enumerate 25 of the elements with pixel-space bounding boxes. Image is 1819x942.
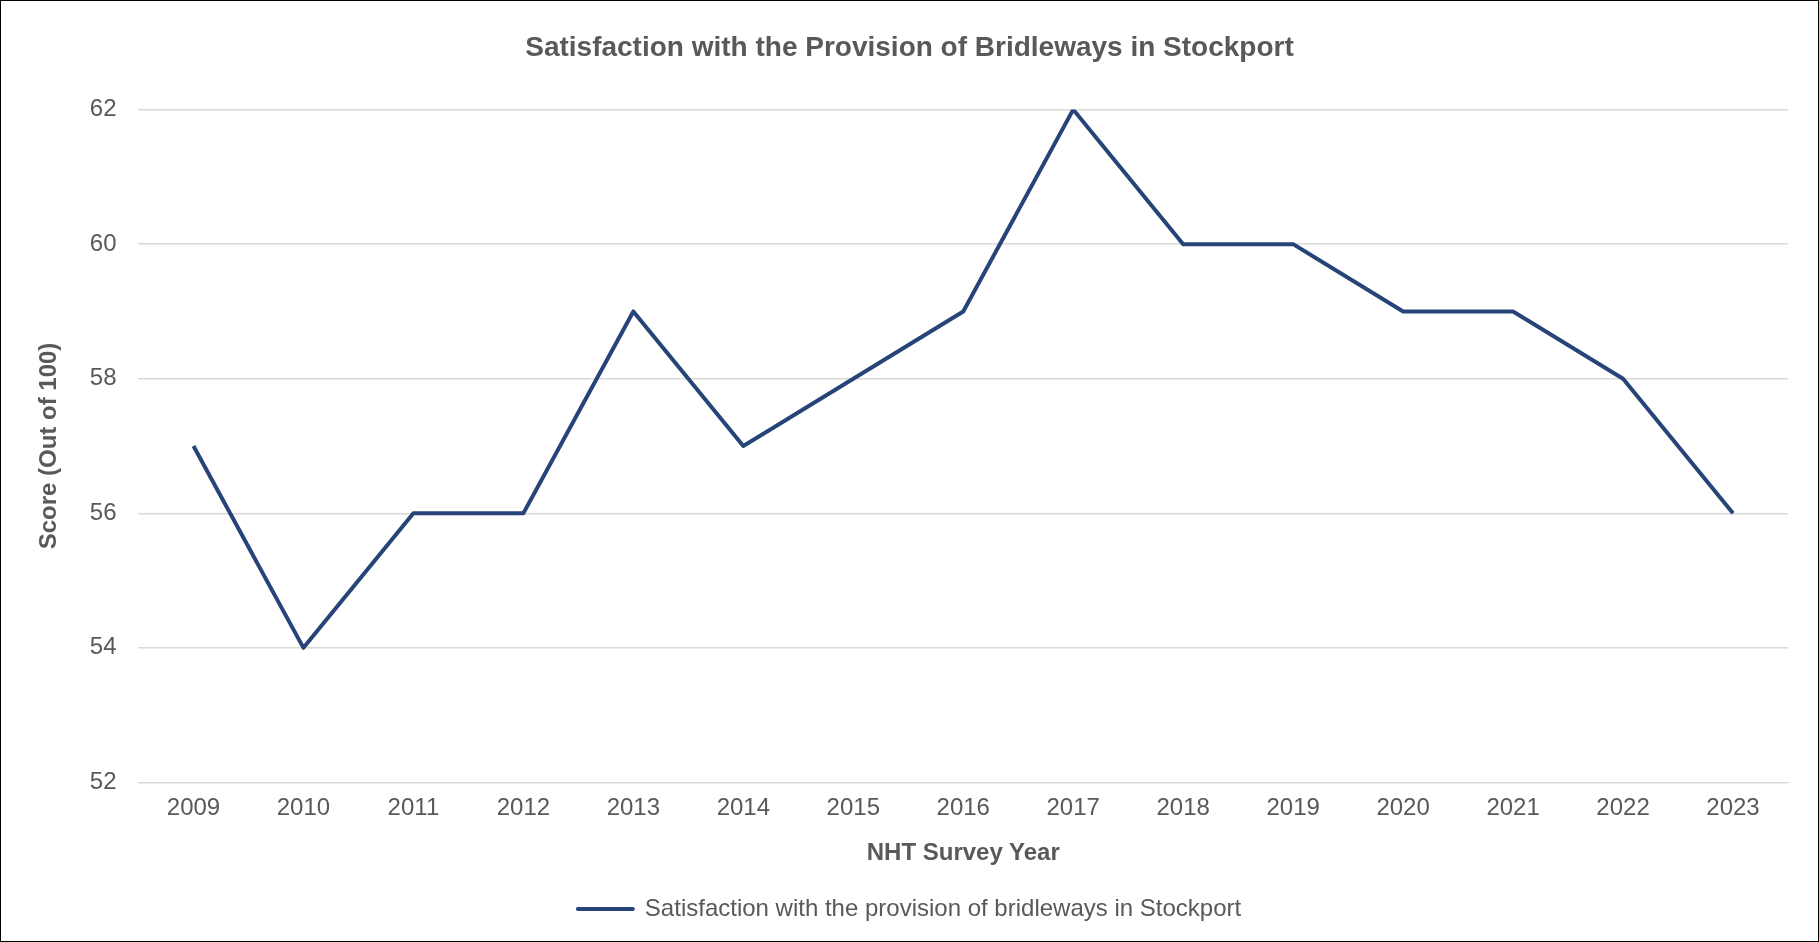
- x-tick-label: 2012: [496, 793, 551, 821]
- x-tick-label: 2019: [1266, 793, 1320, 821]
- x-tick-label: 2022: [1596, 793, 1650, 821]
- y-tick-label: 62: [89, 94, 117, 122]
- x-tick-label: 2023: [1706, 793, 1760, 821]
- y-axis-title: Score (Out of 100): [34, 342, 62, 550]
- x-tick-label: 2013: [606, 793, 661, 821]
- y-tick-label: 52: [89, 767, 117, 795]
- x-tick-label: 2021: [1486, 793, 1540, 821]
- x-tick-label: 2010: [276, 793, 331, 821]
- y-tick-label: 58: [89, 363, 117, 391]
- x-tick-label: 2020: [1376, 793, 1430, 821]
- x-tick-label: 2009: [166, 793, 221, 821]
- legend-label: Satisfaction with the provision of bridleways in Stockport: [644, 893, 1242, 921]
- x-tick-label: 2016: [936, 793, 990, 821]
- x-tick-label: 2015: [826, 793, 880, 821]
- chart-title: Satisfaction with the Provision of Bridleways in Stockport: [525, 30, 1294, 62]
- x-tick-label: 2017: [1046, 793, 1100, 821]
- x-axis-title: NHT Survey Year: [866, 838, 1060, 866]
- x-tick-label: 2018: [1156, 793, 1210, 821]
- y-tick-label: 54: [89, 632, 117, 660]
- x-tick-label: 2011: [387, 793, 440, 821]
- y-tick-label: 60: [89, 228, 117, 256]
- x-tick-label: 2014: [716, 793, 771, 821]
- y-tick-label: 56: [89, 497, 117, 525]
